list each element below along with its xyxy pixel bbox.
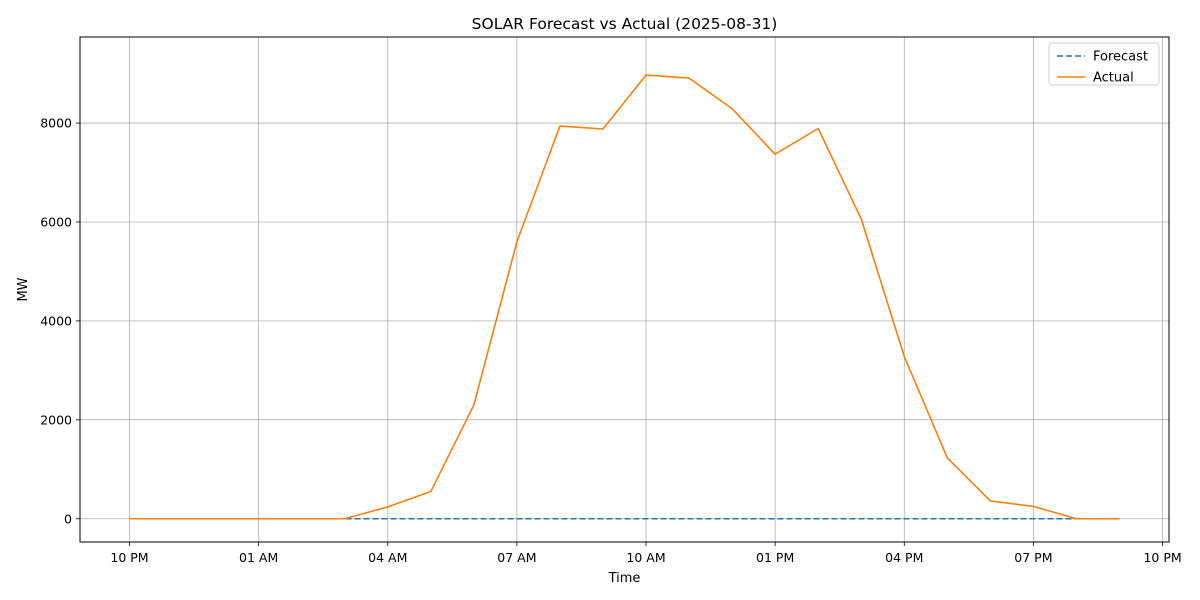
series-line-actual xyxy=(129,74,1120,520)
y-tick-label: 4000 xyxy=(40,313,72,328)
legend: Forecast Actual xyxy=(1048,42,1160,86)
y-tick-label: 6000 xyxy=(40,214,72,229)
chart-title: SOLAR Forecast vs Actual (2025-08-31) xyxy=(472,15,778,33)
x-tick-label: 10 AM xyxy=(626,550,665,565)
y-tick-label: 2000 xyxy=(40,412,72,427)
y-tick-label: 0 xyxy=(64,511,72,526)
y-axis-title: MW xyxy=(16,277,31,301)
x-axis-title: Time xyxy=(608,571,641,586)
plot-frame xyxy=(79,36,1170,543)
x-tick-label: 07 PM xyxy=(1014,550,1052,565)
x-tick-label: 04 PM xyxy=(885,550,923,565)
x-axis-ticks: 10 PM 01 AM 04 AM 07 AM 10 AM 01 PM 04 PM 07 PM… xyxy=(110,542,1182,565)
y-axis-ticks: 0 2000 4000 6000 8000 xyxy=(40,116,80,526)
x-tick-label: 01 PM xyxy=(756,550,794,565)
legend-box xyxy=(1048,42,1160,86)
legend-label-forecast: Forecast xyxy=(1093,50,1148,65)
x-tick-label: 07 AM xyxy=(497,550,536,565)
x-tick-label: 10 PM xyxy=(1143,550,1181,565)
legend-label-actual: Actual xyxy=(1093,71,1134,86)
y-tick-label: 8000 xyxy=(40,116,72,131)
x-tick-label: 01 AM xyxy=(239,550,278,565)
series xyxy=(129,74,1120,520)
x-tick-label: 04 AM xyxy=(368,550,407,565)
x-tick-label: 10 PM xyxy=(110,550,148,565)
